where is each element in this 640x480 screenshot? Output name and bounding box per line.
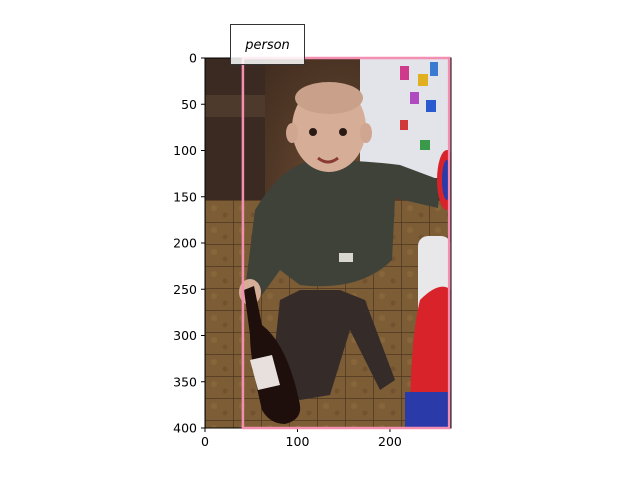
toddler	[239, 82, 440, 400]
bottle-label	[250, 355, 280, 390]
label-box	[230, 24, 305, 65]
y-tick-label: 400	[173, 421, 197, 436]
ear-right	[360, 123, 372, 143]
shelf	[205, 95, 265, 117]
y-tick-label: 250	[173, 282, 197, 297]
hair	[295, 82, 363, 114]
fridge-magnets	[400, 62, 438, 150]
wine-bottle	[244, 286, 301, 424]
left-eye	[309, 128, 317, 136]
shirt	[245, 160, 440, 295]
bounding-box-rect	[241, 56, 451, 430]
person-bounding-box: person	[230, 24, 451, 430]
y-tick-label: 350	[173, 374, 197, 389]
y-tick-label: 100	[173, 143, 197, 158]
y-tick-label: 0	[189, 51, 197, 66]
furniture-left	[205, 58, 265, 208]
x-tick-label: 100	[286, 434, 310, 449]
toy	[405, 150, 451, 428]
y-tick-label: 300	[173, 328, 197, 343]
pants	[270, 290, 395, 400]
right-eye	[339, 128, 347, 136]
x-axis: 0 100 200	[201, 428, 402, 449]
y-tick-label: 50	[181, 97, 197, 112]
x-tick-label: 0	[201, 434, 209, 449]
photo	[205, 58, 451, 428]
label-text: person	[244, 38, 290, 53]
y-axis: 0 50 100 150 200 250 300 350 400	[173, 51, 205, 436]
smile	[317, 156, 339, 164]
shirt-tag	[339, 253, 353, 262]
ear-left	[286, 123, 298, 143]
y-tick-label: 150	[173, 189, 197, 204]
x-tick-label: 200	[378, 434, 402, 449]
y-tick-label: 200	[173, 236, 197, 251]
